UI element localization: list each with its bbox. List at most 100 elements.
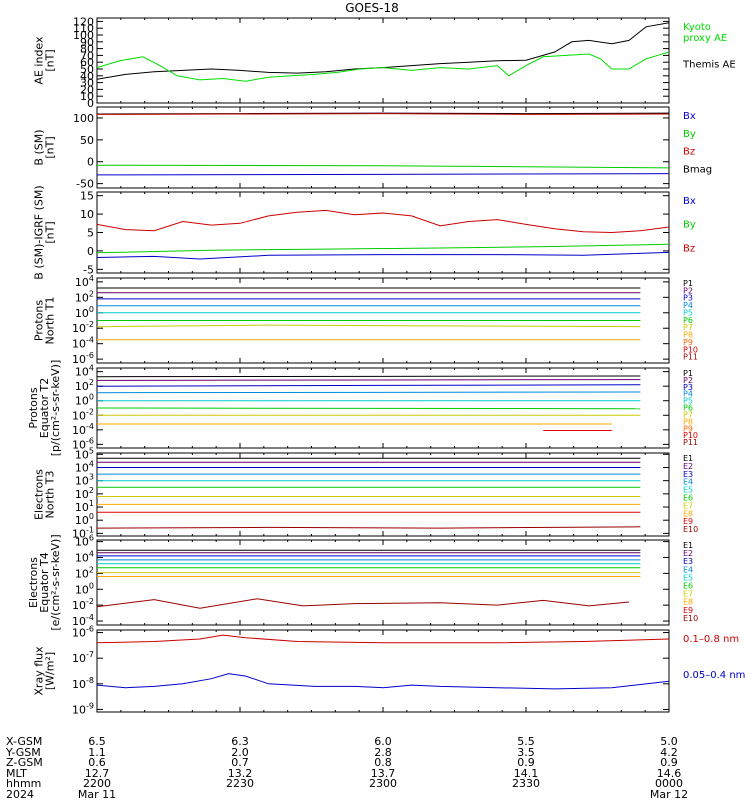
orbit-cell: 6.5 (88, 735, 106, 748)
y-tick-label: 10-8 (72, 676, 94, 691)
series-by (96, 164, 670, 169)
orbit-cell: 5.5 (517, 735, 535, 748)
y-tick-label: 104 (75, 364, 94, 379)
legend-e8: E8 (683, 598, 693, 607)
y-axis-label: ProtonsNorth T1 (33, 297, 57, 345)
y-tick-label: 0 (87, 97, 94, 110)
y-axis-label: ProtonsEquator T2[p/(cm²-s-sr-keV)] (27, 360, 62, 457)
y-tick-label: 10-2 (72, 407, 94, 422)
series-p6 (96, 407, 641, 410)
legend-bz: Bz (683, 147, 695, 158)
legend-p8: P8 (683, 331, 693, 340)
orbit-row-label: MLT (6, 767, 27, 780)
y-tick-label: 40 (80, 70, 94, 83)
legend-p1: P1 (683, 279, 693, 288)
legend-e10: E10 (683, 614, 698, 623)
series-0-1-0-8-nm (96, 634, 670, 644)
orbit-cell: 5.0 (660, 735, 678, 748)
legend-e3: E3 (683, 470, 693, 479)
y-tick-label: 103 (75, 473, 94, 488)
orbit-cell: 0.9 (660, 756, 678, 769)
y-tick-label: -5 (83, 263, 94, 276)
legend-e5: E5 (683, 573, 693, 582)
legend-p4: P4 (683, 301, 693, 310)
orbit-cell: Mar 12 (650, 788, 688, 800)
y-tick-label: 0 (87, 245, 94, 258)
y-tick-label: 102 (75, 565, 94, 580)
orbit-cell: Mar 11 (78, 788, 116, 800)
orbit-row-label: Z-GSM (6, 756, 43, 769)
y-tick-label: -50 (76, 178, 94, 191)
legend-e10: E10 (683, 525, 698, 534)
orbit-cell: 0.9 (517, 756, 535, 769)
y-tick-label: 106 (75, 534, 94, 549)
legend-e2: E2 (683, 549, 693, 558)
series-bx (96, 173, 670, 176)
y-tick-label: 10-2 (72, 320, 94, 335)
series-p7 (96, 324, 641, 328)
y-axis-label: ElectronsNorth T3 (33, 469, 57, 520)
legend-p7: P7 (683, 323, 693, 332)
y-tick-label: 100 (75, 512, 94, 527)
y-tick-label: 101 (75, 499, 94, 514)
orbit-cell: 14.6 (657, 767, 682, 780)
legend-p4: P4 (683, 390, 693, 399)
series-p1 (96, 375, 641, 378)
y-tick-label: 100 (75, 581, 94, 596)
orbit-table: X-GSMY-GSMZ-GSMMLThhmm20246.51.10.612.72… (5, 735, 688, 800)
y-tick-label: 10-6 (72, 625, 94, 640)
panel-bsm: -50 0 50 100 B (SM)[nT] Bx By Bz Bmag (33, 106, 712, 191)
y-tick-label: 10-6 (72, 351, 94, 366)
orbit-row-label: Y-GSM (5, 746, 41, 759)
series-bz (96, 209, 670, 234)
legend-e6: E6 (683, 582, 693, 591)
legend-by: By (683, 129, 696, 140)
legend-p7: P7 (683, 410, 693, 419)
y-tick-label: 15 (80, 190, 94, 203)
y-tick-label: 102 (75, 378, 94, 393)
legend-bx: Bx (683, 111, 696, 122)
legend-e3: E3 (683, 557, 693, 566)
legend-bz: Bz (683, 243, 695, 254)
legend-kyoto-proxy-ae: Kyoto proxy AE (683, 22, 727, 44)
y-tick-label: 104 (75, 274, 94, 289)
orbit-cell: 0000 (655, 777, 683, 790)
legend-p9: P9 (683, 338, 693, 347)
panel-frame-en (96, 452, 670, 537)
orbit-cell: 4.2 (660, 746, 678, 759)
legend-e1: E1 (683, 541, 693, 550)
y-tick-label: 50 (80, 63, 94, 76)
y-axis-label: AE index[nT] (33, 36, 57, 85)
legend-p10: P10 (683, 431, 698, 440)
y-tick-label: 10-4 (72, 422, 94, 437)
y-tick-label: 10-1 (72, 525, 94, 540)
legend-e9: E9 (683, 517, 693, 526)
y-tick-label: 100 (75, 305, 94, 320)
series-p2 (96, 379, 641, 381)
orbit-cell: 2230 (226, 777, 254, 790)
y-tick-label: 10 (80, 208, 94, 221)
legend-p2: P2 (683, 376, 693, 385)
legend-by: By (683, 220, 696, 231)
y-tick-label: 90 (80, 36, 94, 49)
y-tick-label: 5 (87, 227, 94, 240)
legend-e7: E7 (683, 501, 693, 510)
series-p3 (96, 384, 641, 387)
legend-p3: P3 (683, 294, 693, 303)
series-e10 (96, 526, 641, 529)
legend-p9: P9 (683, 424, 693, 433)
orbit-cell: 2.0 (231, 746, 249, 759)
chart-title: GOES-18 (345, 1, 399, 15)
legend-e4: E4 (683, 565, 693, 574)
legend-bmag: Bmag (683, 164, 712, 175)
orbit-cell: 3.5 (517, 746, 535, 759)
y-tick-label: 104 (75, 459, 94, 474)
y-tick-label: 120 (73, 15, 94, 28)
panel-bsmigrf: -5 0 5 10 15 B (SM)-IGRF (SM)[nT] Bx By Bz (33, 185, 696, 279)
